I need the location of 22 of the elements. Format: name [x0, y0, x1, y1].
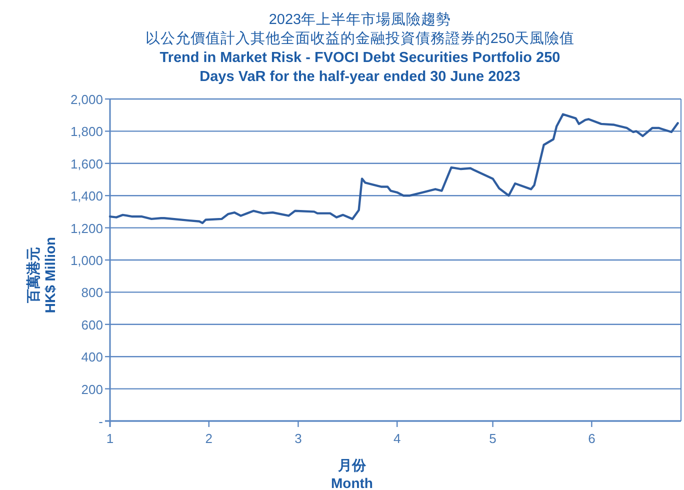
y-tick-label: 1,000	[70, 253, 103, 268]
y-tick-label: 1,200	[70, 220, 103, 236]
y-tick-label: 200	[81, 382, 103, 397]
y-tick-label: 600	[81, 317, 103, 332]
y-tick-label: 1,400	[70, 188, 103, 204]
x-tick-label: 1	[106, 431, 114, 446]
y-tick-label: 1,800	[70, 124, 103, 140]
x-axis-title: 月份 Month	[331, 457, 373, 490]
line-series	[108, 113, 679, 224]
chart-subtitle: 以公允價值計入其他全面收益的金融投資債務證券的250天風險值 Trend in Market Risk - FVOCI Debt Securities Portfolio 250 Days VaR for the half-year ended 30 June 2023	[145, 30, 575, 85]
x-tick-label: 4	[393, 431, 401, 446]
y-tick-label: 2,000	[70, 92, 103, 107]
chart-title: 2023年上半年市場風險趨勢	[268, 11, 452, 28]
y-tick-label: 400	[81, 350, 103, 365]
x-tick-label: 2	[205, 431, 213, 446]
y-tick-label: 1,600	[70, 156, 103, 172]
y-tick-label: 800	[81, 285, 103, 300]
x-tick-label: 6	[588, 431, 596, 446]
x-tick-label: 3	[294, 431, 302, 446]
y-tick-label: -	[98, 414, 103, 429]
y-axis-title: 百萬港元 HK$ Million	[25, 236, 58, 314]
x-tick-label: 5	[489, 431, 496, 446]
